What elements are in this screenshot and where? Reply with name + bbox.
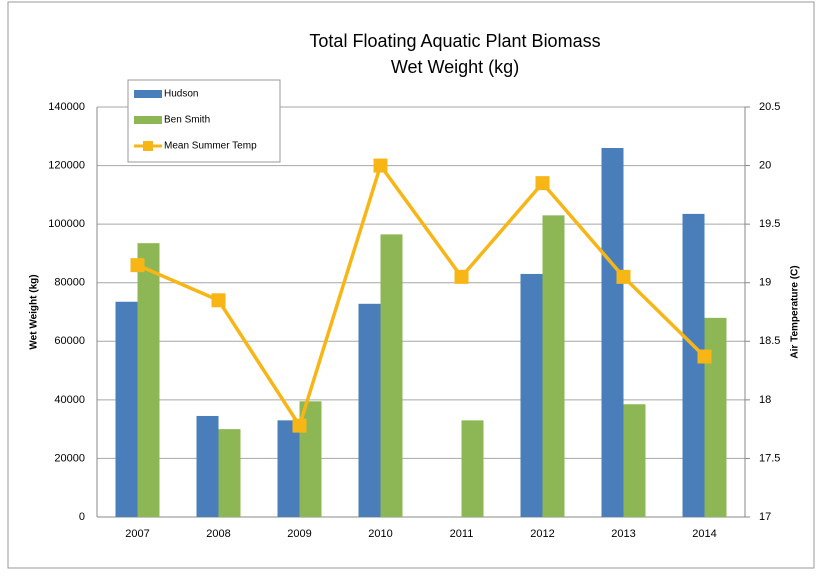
line-marker (454, 269, 469, 284)
y-tick-label: 40000 (54, 394, 85, 406)
y2-tick-label: 19.5 (759, 218, 780, 230)
x-tick-label: 2012 (530, 528, 554, 540)
bar (358, 303, 381, 517)
x-tick-label: 2013 (611, 528, 635, 540)
y-tick-label: 20000 (54, 452, 85, 464)
line-marker (292, 418, 307, 433)
line-marker (535, 176, 550, 191)
x-tick-label: 2008 (206, 528, 230, 540)
y2-tick-label: 17 (759, 511, 771, 523)
y-tick-label: 140000 (48, 101, 85, 113)
bar (137, 243, 160, 517)
y-tick-label: 120000 (48, 159, 85, 171)
y-axis-label: Wet Weight (kg) (29, 274, 40, 349)
line-marker (211, 293, 226, 308)
bar (520, 273, 543, 517)
chart-subtitle: Wet Weight (kg) (391, 57, 519, 77)
y2-tick-label: 17.5 (759, 452, 780, 464)
line-marker (616, 269, 631, 284)
x-tick-label: 2011 (450, 528, 474, 540)
line-marker (373, 158, 388, 173)
legend-swatch (134, 90, 162, 98)
y-tick-label: 60000 (54, 335, 85, 347)
line-marker (697, 349, 712, 364)
bar (277, 420, 300, 517)
bar (115, 301, 138, 517)
bar (623, 404, 646, 517)
y2-axis-label: Air Temperature (C) (790, 265, 801, 358)
bar (461, 420, 484, 517)
y2-tick-label: 20 (759, 159, 771, 171)
x-tick-label: 2007 (125, 528, 149, 540)
legend-label: Mean Summer Temp (164, 141, 257, 152)
line-marker (130, 258, 145, 273)
bar (682, 213, 705, 517)
bar (704, 317, 727, 517)
y-tick-label: 0 (79, 511, 85, 523)
y2-tick-label: 20.5 (759, 101, 780, 113)
legend-marker (143, 141, 153, 151)
x-tick-label: 2009 (287, 528, 311, 540)
bar (380, 234, 403, 517)
y2-tick-label: 19 (759, 277, 771, 289)
legend-swatch (134, 116, 162, 124)
y2-tick-label: 18.5 (759, 335, 780, 347)
y-tick-label: 80000 (54, 277, 85, 289)
bar (218, 429, 241, 517)
x-tick-label: 2010 (368, 528, 392, 540)
bar (542, 215, 565, 517)
legend-label: Ben Smith (164, 115, 210, 126)
x-tick-label: 2014 (692, 528, 716, 540)
legend-label: Hudson (164, 89, 198, 100)
y2-tick-label: 18 (759, 394, 771, 406)
y-tick-label: 100000 (48, 218, 85, 230)
line (136, 161, 706, 430)
bar (601, 148, 624, 517)
chart-title: Total Floating Aquatic Plant Biomass (309, 31, 600, 51)
bar (196, 415, 219, 517)
